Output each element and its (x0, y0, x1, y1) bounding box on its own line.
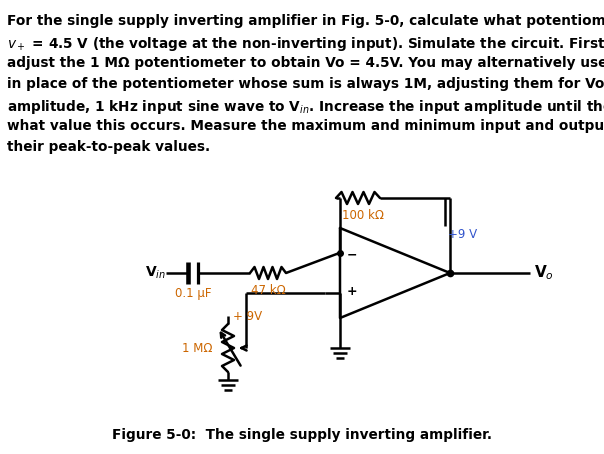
Text: 1 MΩ: 1 MΩ (182, 341, 213, 355)
Text: 0.1 μF: 0.1 μF (175, 287, 211, 300)
Text: what value this occurs. Measure the maximum and minimum input and output voltage: what value this occurs. Measure the maxi… (7, 119, 604, 133)
Text: +9 V: +9 V (448, 228, 477, 241)
Text: $v_+$ = 4.5 V (the voltage at the non-inverting input). Simulate the circuit. Fi: $v_+$ = 4.5 V (the voltage at the non-in… (7, 35, 604, 53)
Text: in place of the potentiometer whose sum is always 1M, adjusting them for Vo = 4.: in place of the potentiometer whose sum … (7, 77, 604, 91)
Text: adjust the 1 MΩ potentiometer to obtain Vo = 4.5V. You may alternatively use two: adjust the 1 MΩ potentiometer to obtain … (7, 56, 604, 70)
Text: V$_{in}$: V$_{in}$ (145, 265, 166, 281)
Text: amplitude, 1 kHz input sine wave to V$_{in}$. Increase the input amplitude until: amplitude, 1 kHz input sine wave to V$_{… (7, 98, 604, 116)
Text: For the single supply inverting amplifier in Fig. 5-0, calculate what potentiome: For the single supply inverting amplifie… (7, 14, 604, 28)
Text: Figure 5-0:  The single supply inverting amplifier.: Figure 5-0: The single supply inverting … (112, 428, 492, 442)
Text: +: + (347, 285, 358, 298)
Text: V$_o$: V$_o$ (534, 264, 554, 282)
Text: their peak-to-peak values.: their peak-to-peak values. (7, 140, 210, 154)
Text: 100 kΩ: 100 kΩ (342, 209, 384, 222)
Text: + 9V: + 9V (233, 310, 262, 322)
Text: 47 kΩ: 47 kΩ (251, 284, 285, 297)
Text: −: − (347, 248, 358, 261)
